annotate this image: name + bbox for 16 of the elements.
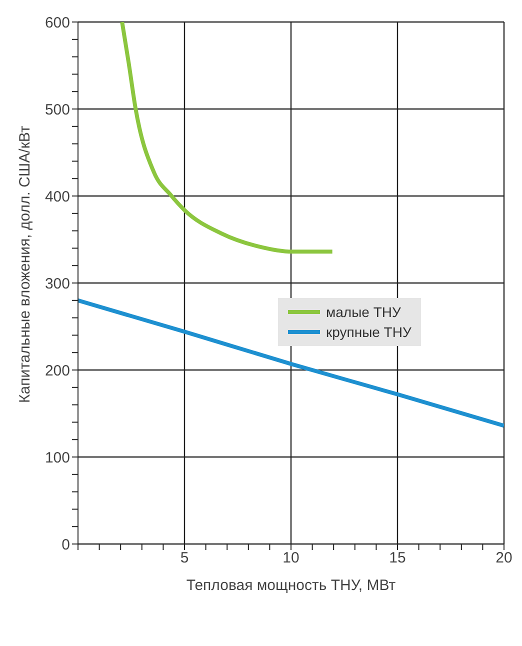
line-series xyxy=(120,22,334,254)
x-tick-label: 20 xyxy=(496,550,512,567)
x-tick-label: 5 xyxy=(180,550,189,567)
x-axis-title: Тепловая мощность ТНУ, МВт xyxy=(186,577,396,594)
x-tick-label: 10 xyxy=(282,550,300,567)
x-tick-label: 15 xyxy=(389,550,406,567)
y-axis-title: Капитальные вложения, долл. США/кВт xyxy=(16,126,34,403)
y-tick-label: 200 xyxy=(44,362,70,380)
y-tick-label: 0 xyxy=(62,536,70,554)
y-tick-label: 400 xyxy=(44,188,70,206)
y-tick-label: 600 xyxy=(44,14,70,32)
y-tick-label: 100 xyxy=(44,449,70,466)
legend-label: малые ТНУ xyxy=(326,303,401,322)
legend-label: крупные ТНУ xyxy=(326,323,412,342)
y-tick-label: 500 xyxy=(44,101,70,118)
y-tick-label: 300 xyxy=(44,275,70,292)
